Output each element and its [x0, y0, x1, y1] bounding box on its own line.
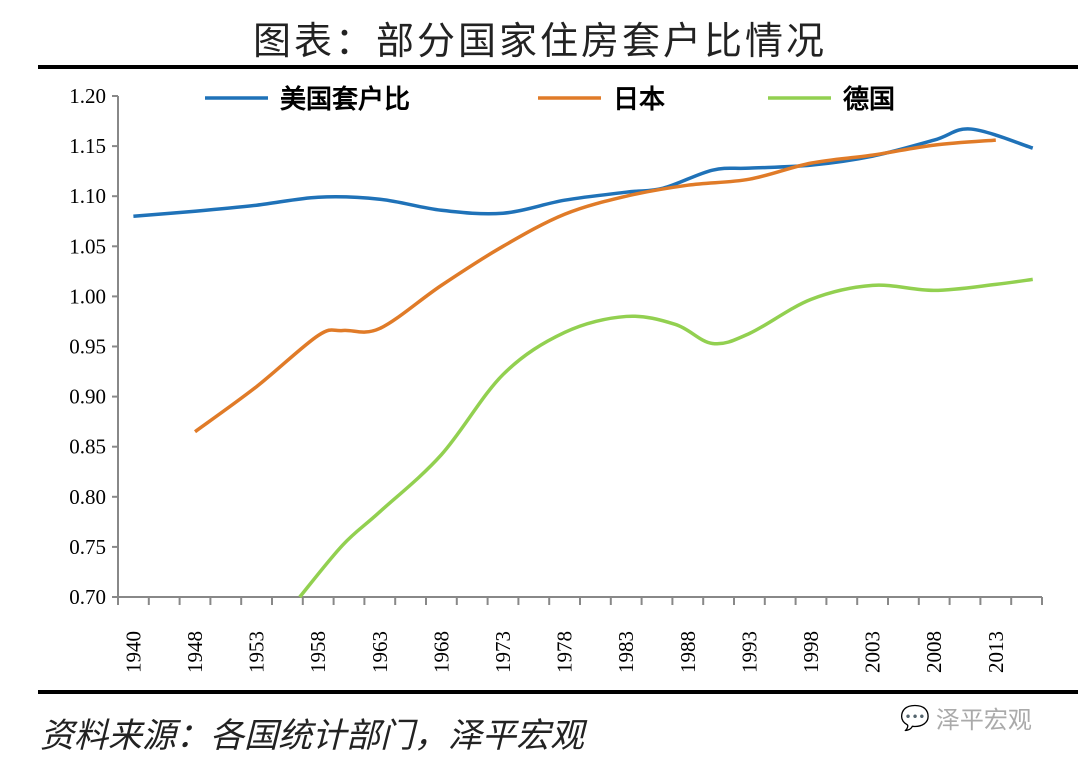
x-tick-label: 1968 — [429, 631, 453, 673]
source-note: 资料来源：各国统计部门，泽平宏观 — [40, 716, 584, 756]
legend-label: 日本 — [613, 85, 665, 115]
x-tick-label: 2008 — [922, 631, 946, 673]
y-tick-label: 0.70 — [69, 585, 106, 609]
y-tick-label: 0.80 — [69, 485, 106, 509]
x-tick-label: 2013 — [984, 631, 1008, 673]
x-tick-label: 2003 — [861, 631, 885, 673]
series-line-0 — [133, 127, 1034, 218]
y-tick-label: 0.75 — [69, 535, 106, 559]
x-tick-label: 1963 — [368, 631, 392, 673]
y-tick-label: 1.15 — [69, 134, 106, 158]
x-tick-label: 1953 — [245, 631, 269, 673]
x-tick-label: 1958 — [306, 631, 330, 673]
x-tick-label: 1988 — [676, 631, 700, 673]
y-tick-label: 0.85 — [69, 435, 106, 459]
x-tick-label: 1948 — [183, 631, 207, 673]
x-tick-label: 1998 — [799, 631, 823, 673]
y-tick-label: 1.20 — [69, 84, 106, 108]
legend-label: 德国 — [843, 85, 895, 115]
y-tick-label: 0.95 — [69, 335, 106, 359]
x-tick-label: 1978 — [553, 631, 577, 673]
x-tick-label: 1993 — [737, 631, 761, 673]
wechat-icon: 💬 — [900, 703, 930, 732]
top-rule — [38, 65, 1078, 69]
y-tick-label: 1.10 — [69, 184, 106, 208]
series-line-1 — [193, 138, 996, 434]
watermark: 💬 泽平宏观 — [900, 700, 1032, 735]
bottom-rule — [38, 690, 1078, 694]
x-tick-label: 1973 — [491, 631, 515, 673]
y-tick-label: 0.90 — [69, 385, 106, 409]
x-tick-label: 1983 — [614, 631, 638, 673]
y-tick-label: 1.05 — [69, 234, 106, 258]
legend-label: 美国套户比 — [280, 84, 410, 115]
x-tick-label: 1940 — [121, 631, 145, 673]
chart-title: 图表：部分国家住房套户比情况 — [252, 19, 827, 63]
watermark-text: 泽平宏观 — [935, 706, 1032, 734]
series-line-2 — [298, 277, 1033, 599]
y-tick-label: 1.00 — [69, 284, 106, 308]
